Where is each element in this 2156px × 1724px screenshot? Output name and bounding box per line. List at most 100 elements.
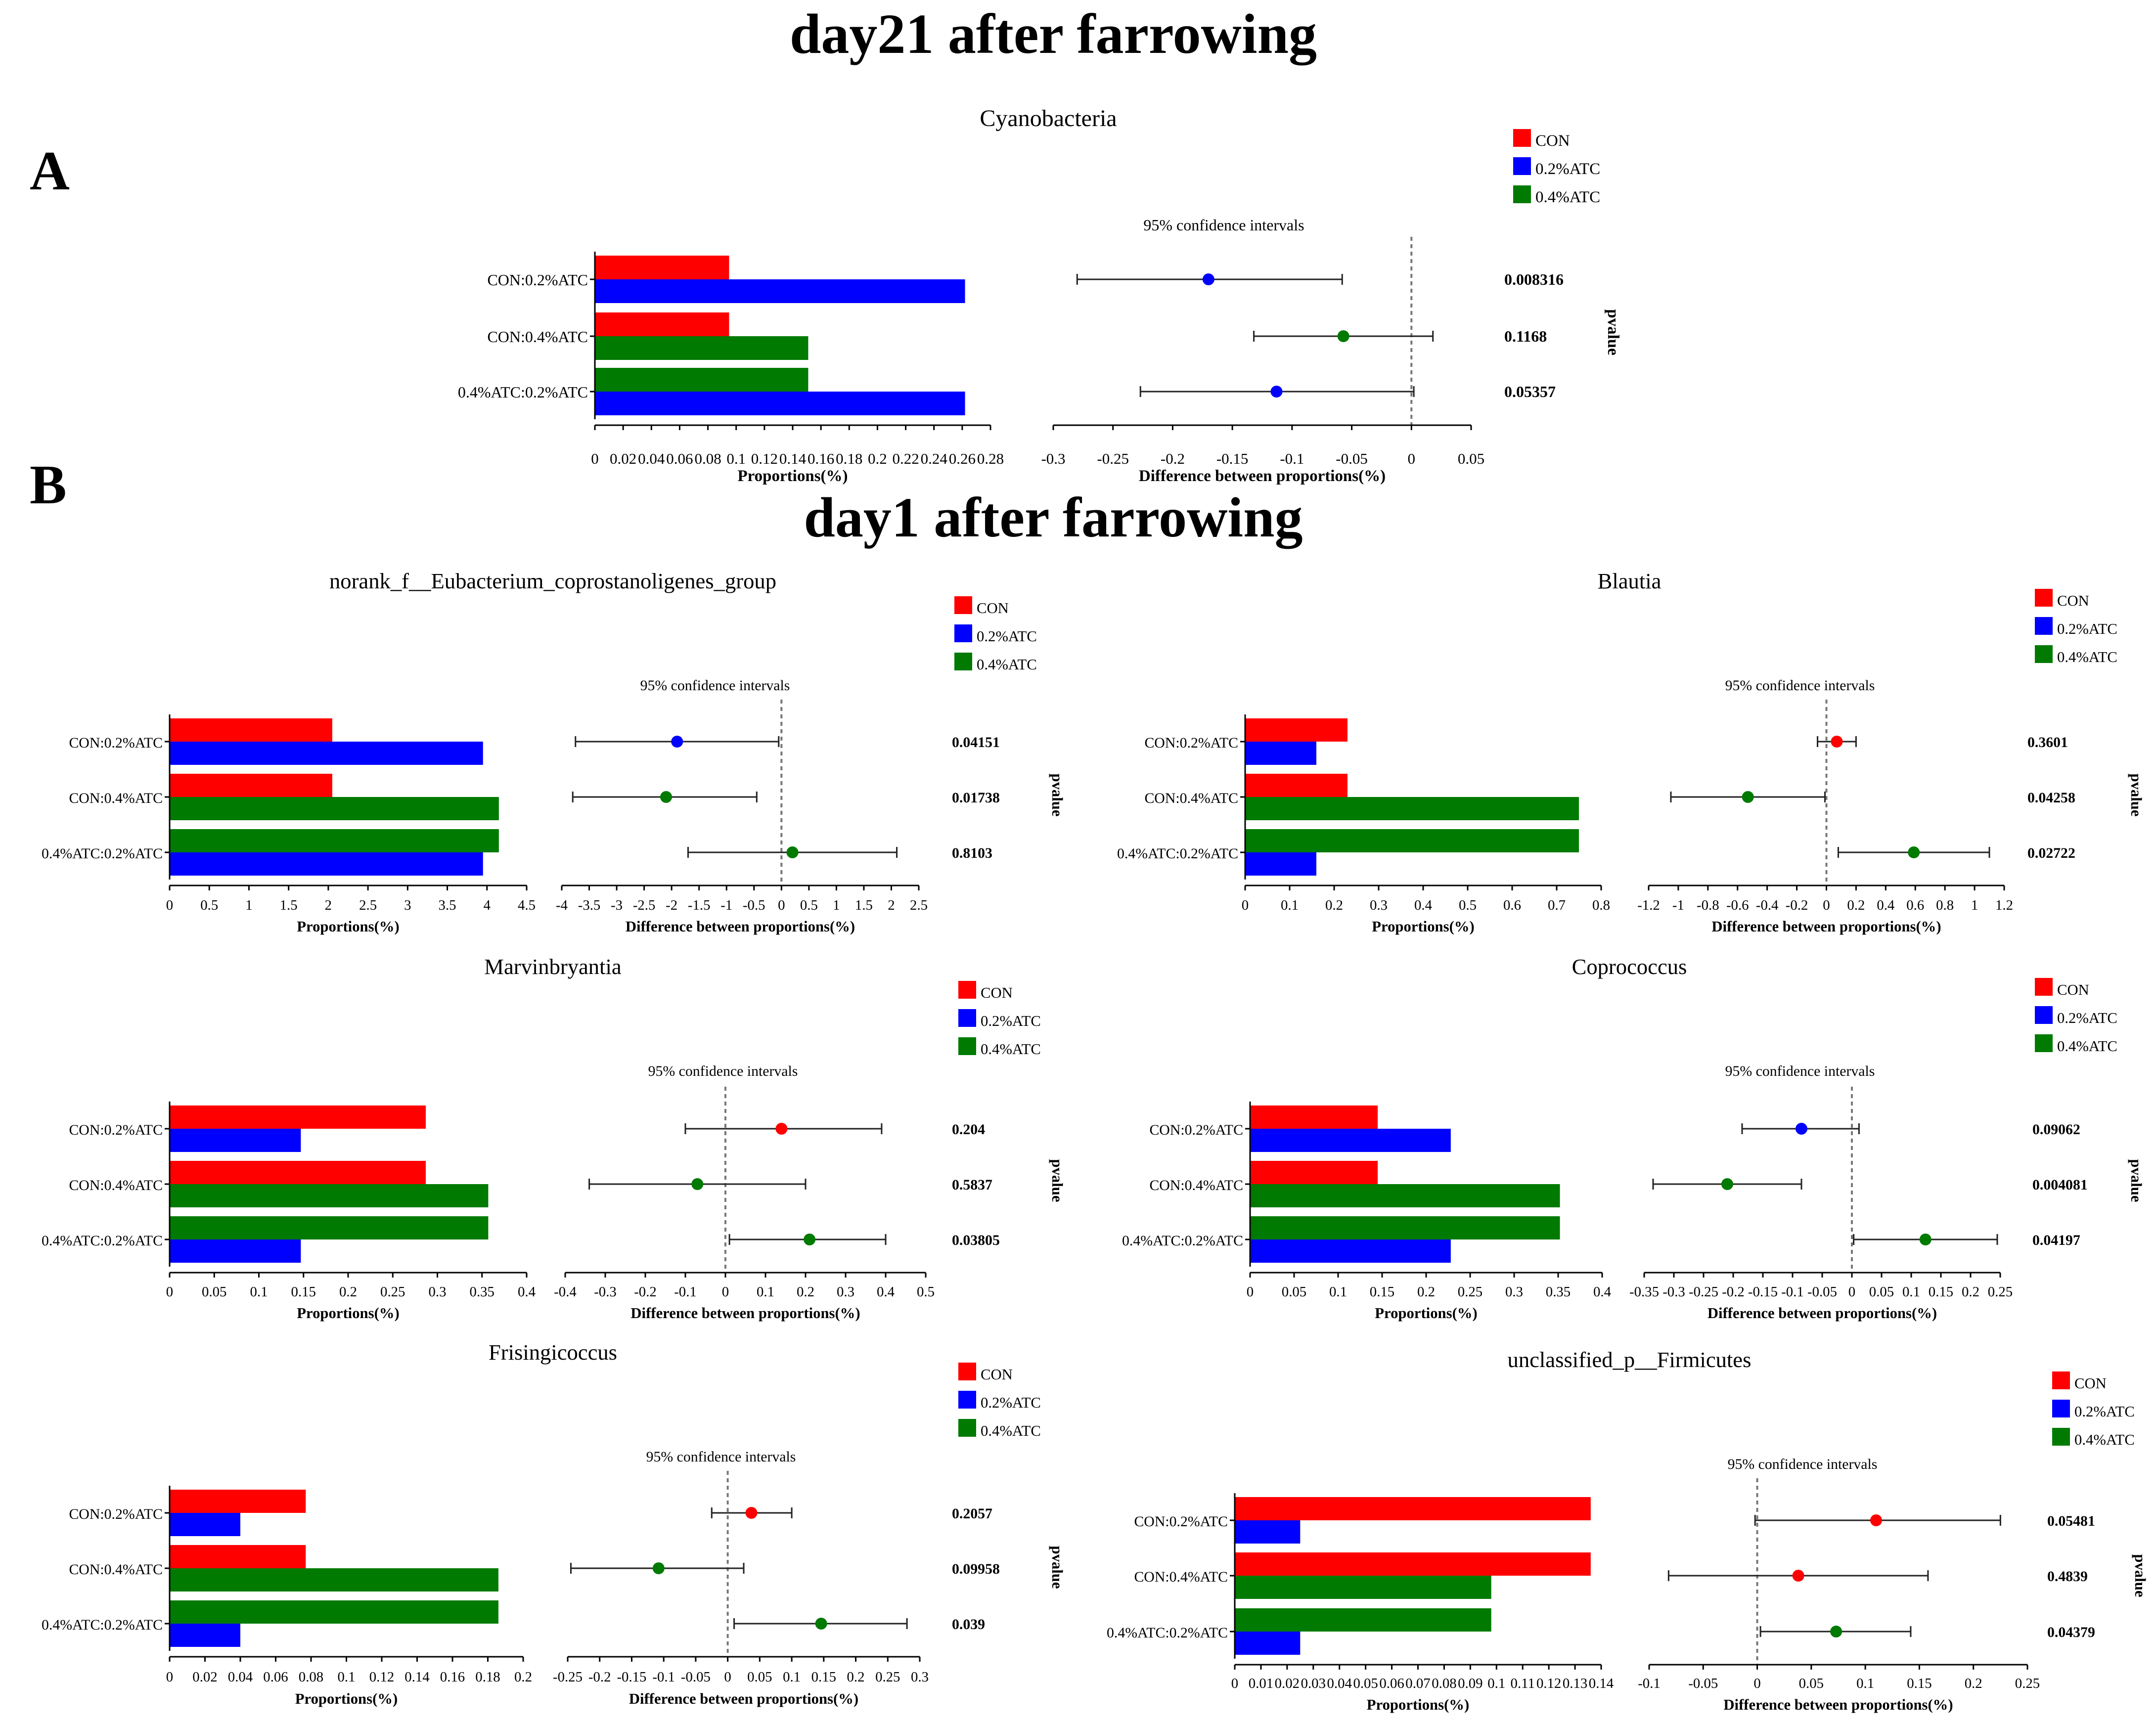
diff-axis-label: Difference between proportions(%) xyxy=(629,1690,858,1707)
pvalue-text: 0.05481 xyxy=(2047,1513,2095,1529)
diff-axis-label: Difference between proportions(%) xyxy=(1711,918,1941,935)
bar xyxy=(170,718,332,742)
legend-label: 0.4%ATC xyxy=(977,656,1037,673)
ci-label: 95% confidence intervals xyxy=(1728,1456,1878,1472)
legend-swatch xyxy=(2035,617,2053,635)
x-tick-label: 0.03 xyxy=(1301,1676,1326,1691)
x-axis-label: Proportions(%) xyxy=(1367,1696,1469,1713)
diff-tick-label: 1 xyxy=(1971,897,1978,913)
chart-panel-6: Frisingicoccus CON 0.2%ATC 0.4%ATC CON:0.2%A… xyxy=(42,1340,1066,1707)
diff-tick-label: -0.25 xyxy=(553,1669,583,1685)
diff-tick-label: 0 xyxy=(1848,1284,1855,1300)
x-tick-label: 0.08 xyxy=(299,1669,323,1685)
ci-point xyxy=(652,1562,665,1574)
diff-tick-label: -4 xyxy=(556,897,568,913)
pvalue-text: 0.5837 xyxy=(952,1177,992,1193)
row-label: CON:0.4%ATC xyxy=(1134,1569,1228,1585)
bar xyxy=(1250,1161,1378,1184)
row-label: CON:0.4%ATC xyxy=(487,328,588,346)
diff-tick-label: -0.05 xyxy=(1688,1676,1718,1691)
x-tick-label: 0.2 xyxy=(514,1669,532,1685)
bar xyxy=(170,742,483,765)
legend-label: CON xyxy=(977,600,1009,617)
diff-tick-label: 0 xyxy=(722,1284,729,1300)
legend-label: 0.4%ATC xyxy=(981,1422,1041,1439)
bar xyxy=(170,1184,489,1207)
x-tick-label: 0.4 xyxy=(1593,1284,1611,1300)
ci-point xyxy=(804,1234,816,1245)
diff-tick-label: -2.5 xyxy=(633,897,656,913)
bar xyxy=(170,1600,498,1624)
ci-label: 95% confidence intervals xyxy=(1725,677,1875,694)
x-tick-label: 0.04 xyxy=(228,1669,253,1685)
pvalue-axis-label: pvalue xyxy=(2132,1554,2149,1597)
bar xyxy=(1245,797,1579,820)
x-tick-label: 0.02 xyxy=(1275,1676,1300,1691)
diff-tick-label: -0.6 xyxy=(1726,897,1749,913)
ci-point xyxy=(1742,791,1754,803)
diff-axis-label: Difference between proportions(%) xyxy=(1707,1305,1937,1322)
figure-title-day21: day21 after farrowing xyxy=(790,2,1317,65)
pvalue-text: 0.09062 xyxy=(2032,1121,2080,1138)
panel-label-a: A xyxy=(30,140,70,202)
x-tick-label: 1 xyxy=(245,897,252,913)
row-label: CON:0.2%ATC xyxy=(1144,735,1238,751)
pvalue-text: 0.004081 xyxy=(2032,1177,2088,1193)
x-tick-label: 0.1 xyxy=(1329,1284,1347,1300)
row-label: CON:0.2%ATC xyxy=(1134,1513,1228,1530)
legend-swatch xyxy=(2035,645,2053,663)
bar xyxy=(595,312,729,336)
x-tick-label: 0.16 xyxy=(440,1669,465,1685)
diff-tick-label: -0.2 xyxy=(1722,1284,1745,1300)
x-tick-label: 0.12 xyxy=(1536,1676,1561,1691)
diff-tick-label: 0 xyxy=(1823,897,1830,913)
diff-tick-label: 1.5 xyxy=(855,897,873,913)
diff-tick-label: 0.8 xyxy=(1936,897,1954,913)
pvalue-axis-label: pvalue xyxy=(2128,774,2145,817)
legend-swatch xyxy=(2035,1006,2053,1024)
x-tick-label: 0.8 xyxy=(1592,897,1610,913)
ci-point xyxy=(1831,736,1843,748)
bar xyxy=(1235,1520,1301,1544)
ci-label: 95% confidence intervals xyxy=(648,1063,798,1079)
bar xyxy=(170,797,499,820)
bar xyxy=(170,774,332,797)
diff-axis-label: Difference between proportions(%) xyxy=(626,918,855,935)
diff-tick-label: 0.25 xyxy=(875,1669,900,1685)
pvalue-text: 0.1168 xyxy=(1504,327,1547,345)
legend-label: 0.4%ATC xyxy=(2074,1431,2135,1448)
bar xyxy=(170,1624,240,1647)
diff-tick-label: 0.2 xyxy=(1965,1676,1982,1691)
pvalue-text: 0.2057 xyxy=(952,1505,992,1522)
bar xyxy=(1245,829,1579,852)
diff-tick-label: -0.15 xyxy=(1216,450,1249,467)
bar xyxy=(595,256,729,279)
diff-tick-label: 0.1 xyxy=(1902,1284,1920,1300)
legend-swatch xyxy=(958,1009,976,1027)
ci-point xyxy=(1792,1570,1804,1582)
row-label: 0.4%ATC:0.2%ATC xyxy=(1122,1233,1243,1249)
diff-tick-label: -0.3 xyxy=(1041,450,1065,467)
diff-tick-label: 0 xyxy=(724,1669,731,1685)
x-tick-label: 0.11 xyxy=(1511,1676,1535,1691)
legend-swatch xyxy=(958,981,976,999)
diff-tick-label: -0.2 xyxy=(1161,450,1185,467)
legend-swatch xyxy=(954,624,972,642)
chart-panel-1: Cyanobacteria CON 0.2%ATC 0.4%ATC CON:0.2%AT… xyxy=(458,105,1622,485)
x-axis-label: Proportions(%) xyxy=(297,918,399,935)
x-tick-label: 0.08 xyxy=(1432,1676,1456,1691)
row-label: CON:0.4%ATC xyxy=(69,1177,163,1194)
diff-axis-label: Difference between proportions(%) xyxy=(1139,467,1386,485)
ci-point xyxy=(745,1507,758,1519)
x-tick-label: 0.14 xyxy=(404,1669,429,1685)
bar xyxy=(1235,1552,1591,1576)
diff-tick-label: 0.1 xyxy=(1856,1676,1874,1691)
diff-axis-label: Difference between proportions(%) xyxy=(1723,1696,1953,1713)
diff-tick-label: -0.4 xyxy=(554,1284,577,1300)
x-tick-label: 4 xyxy=(484,897,491,913)
pvalue-text: 0.03805 xyxy=(952,1232,1000,1248)
x-tick-label: 0.2 xyxy=(1325,897,1343,913)
figure-title-day1: day1 after farrowing xyxy=(804,486,1303,549)
diff-tick-label: 1.2 xyxy=(1995,897,2013,913)
x-tick-label: 0.06 xyxy=(666,450,693,467)
